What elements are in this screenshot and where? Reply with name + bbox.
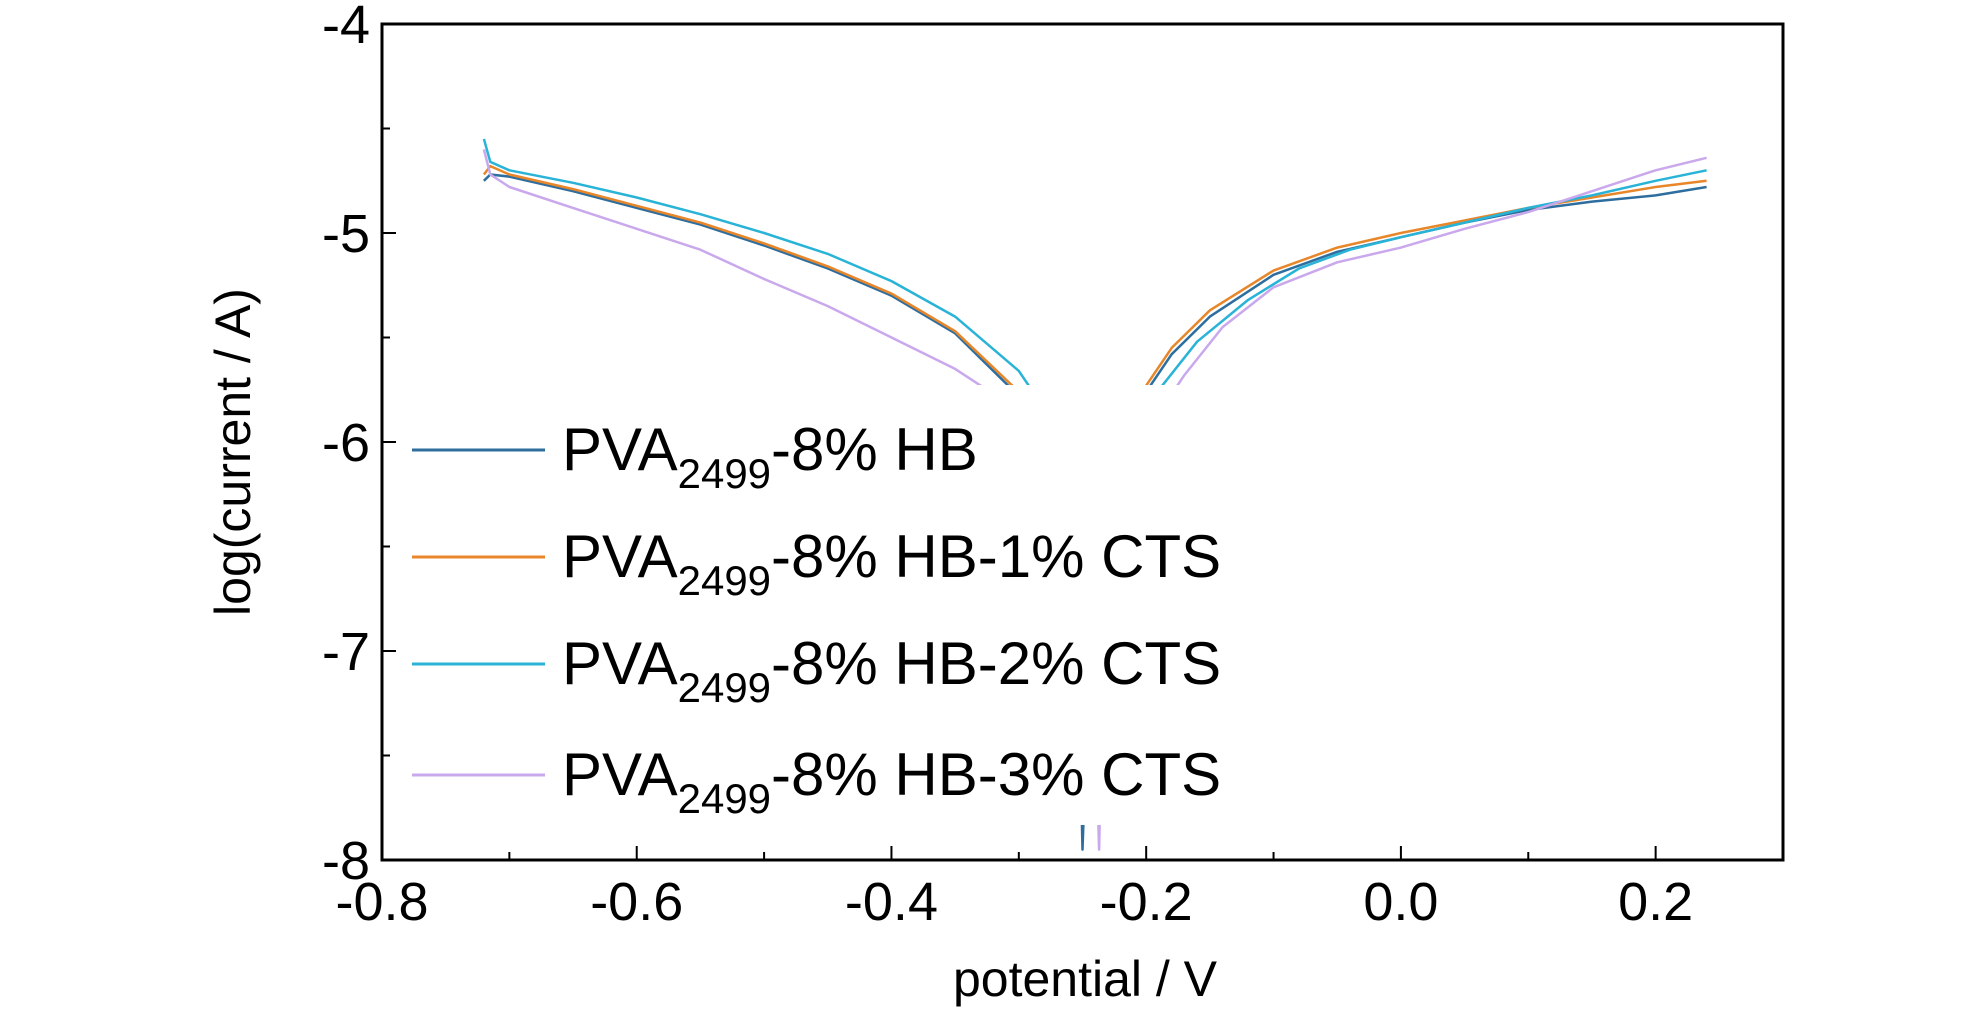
y-tick-label: -6: [322, 413, 370, 473]
x-axis-title: potential / V: [953, 951, 1218, 1007]
axes: -0.8 -0.6 -0.4 -0.2 0.0 0.2 -4 -5 -6 -7 -8: [322, 0, 1693, 932]
y-tick-label: -7: [322, 622, 370, 682]
x-tick-label: 0.0: [1363, 872, 1438, 932]
legend: PVA2499-8% HB PVA2499-8% HB-1% CTS PVA2499…: [402, 385, 1230, 825]
x-tick-label: -0.8: [335, 872, 428, 932]
y-axis-title: log(current / A): [205, 288, 261, 616]
y-tick-label: -8: [322, 831, 370, 891]
legend-label: PVA2499-8% HB: [562, 416, 978, 497]
legend-background: [402, 385, 1230, 825]
x-tick-label: -0.2: [1100, 872, 1193, 932]
legend-label: PVA2499-8% HB-3% CTS: [562, 741, 1221, 822]
legend-label: PVA2499-8% HB-2% CTS: [562, 630, 1221, 711]
x-tick-label: -0.4: [845, 872, 938, 932]
y-tick-label: -4: [322, 0, 370, 55]
y-tick-label: -5: [322, 204, 370, 264]
x-tick-label: 0.2: [1618, 872, 1693, 932]
legend-label: PVA2499-8% HB-1% CTS: [562, 523, 1221, 604]
x-tick-label: -0.6: [590, 872, 683, 932]
